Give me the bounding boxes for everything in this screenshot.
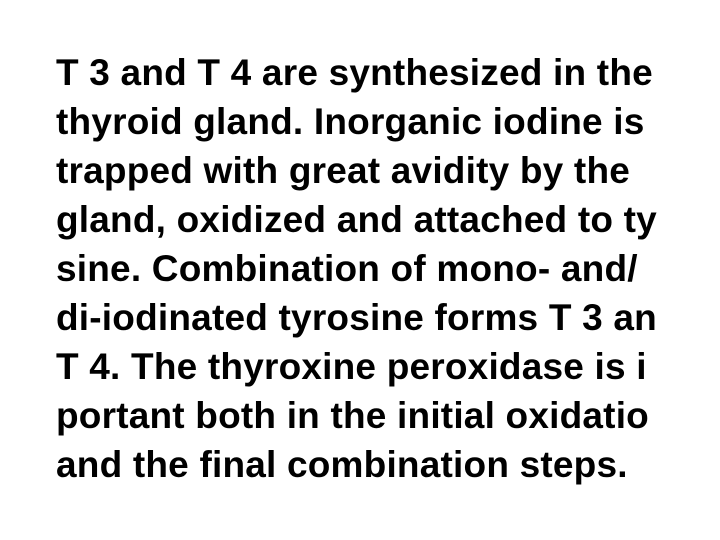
body-text: T 3 and T 4 are synthesized in the thyro… <box>56 48 720 489</box>
slide: T 3 and T 4 are synthesized in the thyro… <box>0 0 720 540</box>
